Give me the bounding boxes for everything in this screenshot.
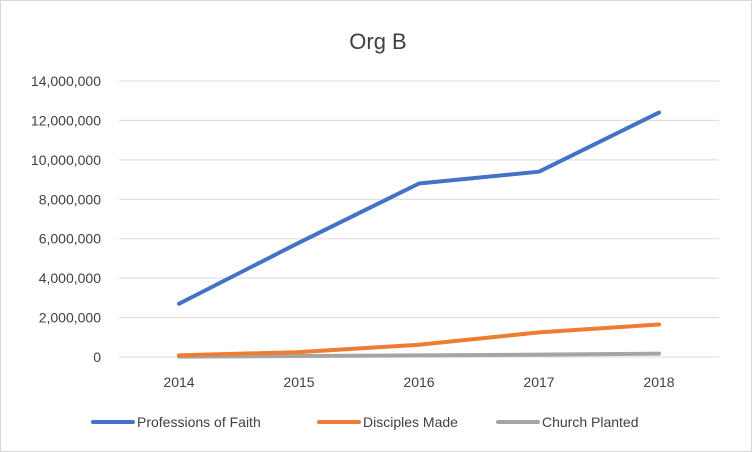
legend-item-disciples-made: Disciples Made [317, 414, 458, 430]
y-tick-label: 10,000,000 [31, 152, 101, 168]
legend-item-professions-of-faith: Professions of Faith [91, 414, 261, 430]
y-tick-label: 2,000,000 [39, 310, 101, 326]
series-lines [177, 110, 661, 359]
y-tick-label: 0 [93, 349, 101, 365]
x-tick-label: 2016 [403, 374, 434, 390]
x-axis-ticks: 2014 2015 2016 2017 2018 [163, 374, 674, 390]
y-tick-label: 4,000,000 [39, 270, 101, 286]
x-tick-label: 2015 [283, 374, 314, 390]
legend-label: Church Planted [542, 414, 639, 430]
series-line-church-planted [177, 351, 661, 359]
y-tick-label: 14,000,000 [31, 73, 101, 89]
x-tick-label: 2017 [523, 374, 554, 390]
legend-label: Professions of Faith [137, 414, 261, 430]
legend-label: Disciples Made [363, 414, 458, 430]
series-line-professions-of-faith [177, 110, 661, 306]
y-tick-label: 6,000,000 [39, 231, 101, 247]
y-tick-label: 12,000,000 [31, 112, 101, 128]
legend-item-church-planted: Church Planted [496, 414, 639, 430]
legend: Professions of Faith Disciples Made Church… [91, 414, 639, 430]
x-tick-label: 2014 [163, 374, 194, 390]
x-tick-label: 2018 [643, 374, 674, 390]
series-line-disciples-made [177, 322, 661, 358]
y-axis-ticks: 0 2,000,000 4,000,000 6,000,000 8,000,000 10,… [31, 73, 101, 365]
y-tick-label: 8,000,000 [39, 191, 101, 207]
chart-title: Org B [349, 29, 406, 54]
grid-lines [119, 80, 719, 358]
